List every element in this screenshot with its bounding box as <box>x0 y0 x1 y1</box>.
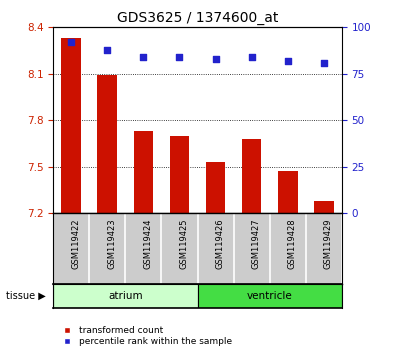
Text: GSM119423: GSM119423 <box>107 219 117 269</box>
Text: GSM119429: GSM119429 <box>324 219 333 269</box>
Point <box>248 54 255 60</box>
Bar <box>53 284 198 308</box>
Text: GSM119425: GSM119425 <box>179 219 188 269</box>
Text: GSM119428: GSM119428 <box>288 219 297 269</box>
Bar <box>198 284 342 308</box>
Bar <box>169 136 189 213</box>
Point <box>284 58 291 64</box>
Bar <box>62 38 81 213</box>
Legend: transformed count, percentile rank within the sample: transformed count, percentile rank withi… <box>58 326 232 346</box>
Text: atrium: atrium <box>108 291 143 301</box>
Text: GSM119426: GSM119426 <box>216 219 224 269</box>
Text: GSM119424: GSM119424 <box>143 219 152 269</box>
Point <box>213 56 219 62</box>
Text: ventricle: ventricle <box>247 291 292 301</box>
Bar <box>206 162 226 213</box>
Title: GDS3625 / 1374600_at: GDS3625 / 1374600_at <box>117 11 278 25</box>
Text: tissue ▶: tissue ▶ <box>6 291 46 301</box>
Point <box>140 54 147 60</box>
Text: GSM119427: GSM119427 <box>252 219 261 269</box>
Bar <box>242 139 261 213</box>
Bar <box>98 75 117 213</box>
Point <box>320 60 327 65</box>
Bar <box>134 131 153 213</box>
Bar <box>314 201 333 213</box>
Point <box>68 39 75 45</box>
Point <box>104 47 111 52</box>
Bar <box>278 171 297 213</box>
Text: GSM119422: GSM119422 <box>71 219 80 269</box>
Point <box>176 54 182 60</box>
